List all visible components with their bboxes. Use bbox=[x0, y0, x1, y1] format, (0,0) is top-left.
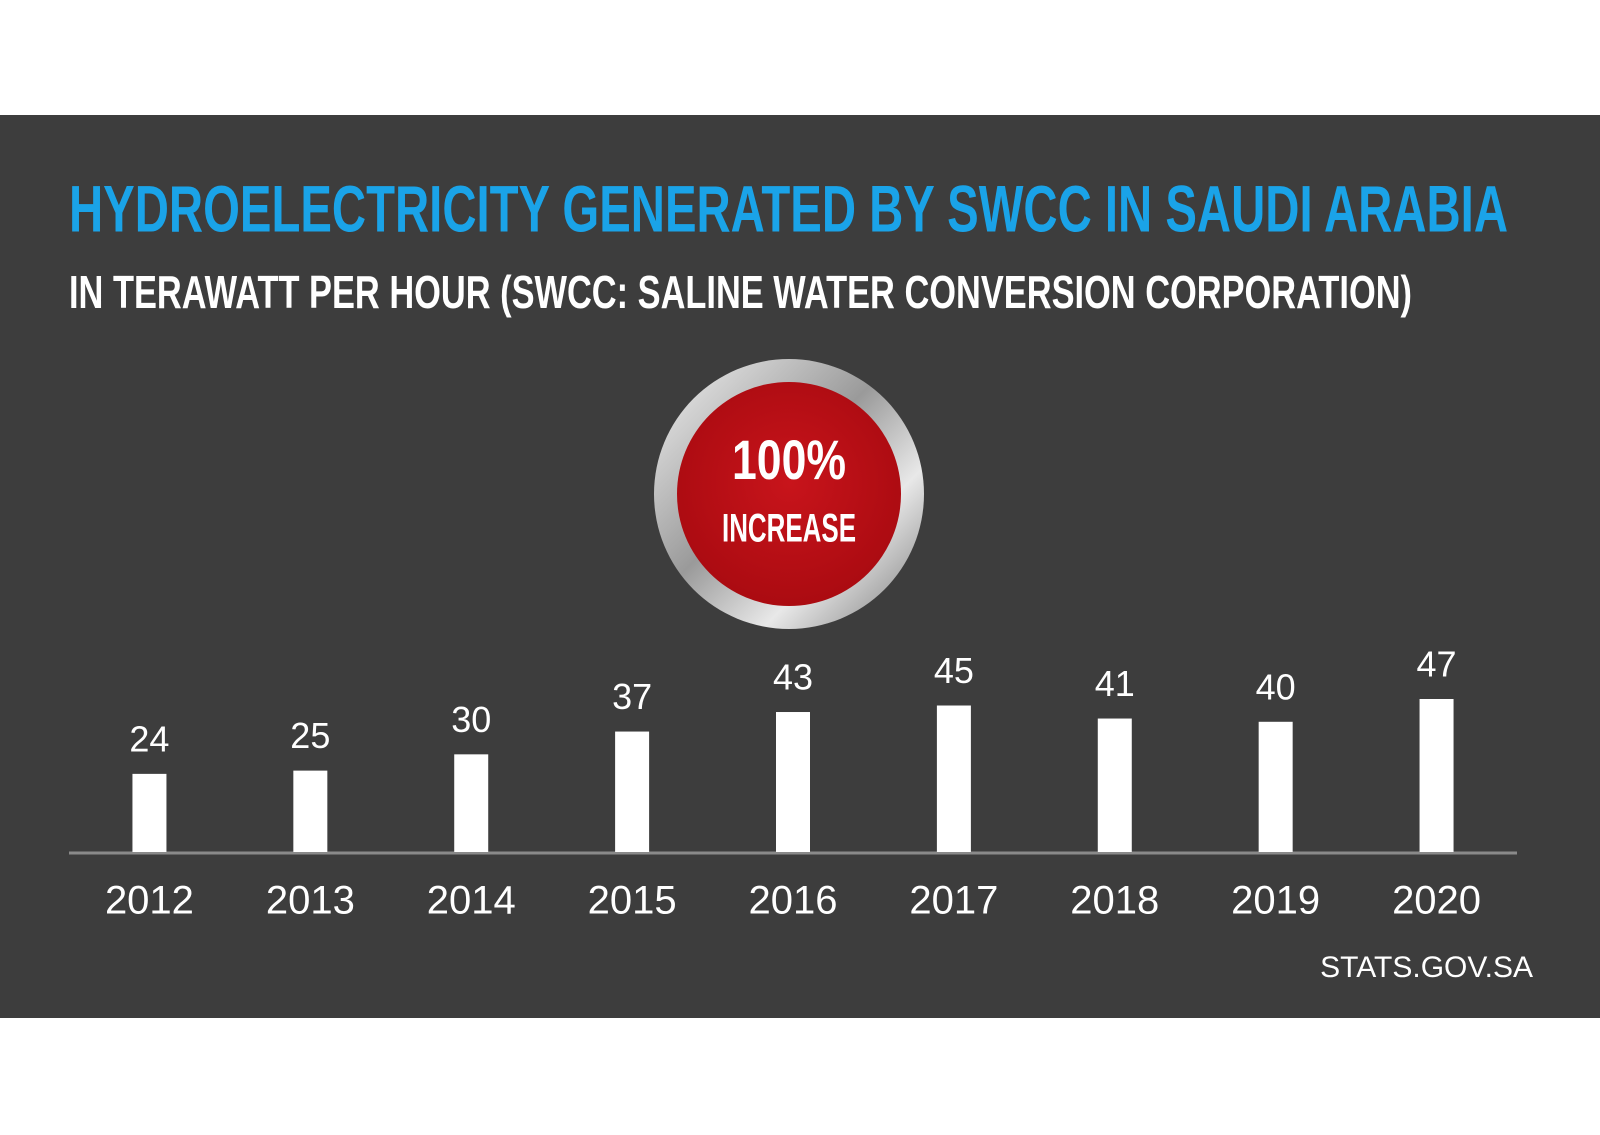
x-tick-label: 2019 bbox=[1231, 879, 1320, 923]
value-label: 40 bbox=[1256, 666, 1296, 707]
x-tick-label: 2012 bbox=[105, 879, 194, 923]
value-label: 47 bbox=[1417, 644, 1457, 685]
x-tick-label: 2014 bbox=[427, 879, 516, 923]
bar bbox=[132, 773, 167, 852]
bar bbox=[1097, 718, 1132, 852]
value-label: 25 bbox=[290, 715, 330, 756]
x-tick-label: 2016 bbox=[749, 879, 838, 923]
x-tick-label: 2015 bbox=[588, 879, 677, 923]
x-tick-label: 2017 bbox=[909, 879, 998, 923]
value-label: 30 bbox=[451, 699, 491, 740]
bar bbox=[776, 712, 810, 852]
bar bbox=[936, 705, 971, 852]
value-label: 43 bbox=[773, 657, 813, 698]
x-tick-label: 2013 bbox=[266, 879, 355, 923]
bar bbox=[1419, 699, 1454, 852]
badge: 100% INCREASE bbox=[654, 359, 924, 629]
value-label: 41 bbox=[1095, 663, 1135, 704]
chart-subtitle: IN TERAWATT PER HOUR (SWCC: SALINE WATER… bbox=[69, 266, 1412, 318]
chart-title: HYDROELECTRICITY GENERATED BY SWCC IN SA… bbox=[69, 171, 1508, 245]
x-tick-label: 2020 bbox=[1392, 879, 1481, 923]
value-label: 24 bbox=[129, 718, 169, 759]
bar bbox=[293, 770, 328, 852]
bar bbox=[454, 754, 489, 852]
bar bbox=[615, 731, 650, 852]
source: STATS.GOV.SA bbox=[1320, 951, 1533, 984]
badge-value: 100% bbox=[732, 428, 846, 491]
bar bbox=[1258, 721, 1293, 852]
value-label: 37 bbox=[612, 676, 652, 717]
value-label: 45 bbox=[934, 650, 974, 691]
x-tick-label: 2018 bbox=[1070, 879, 1159, 923]
badge-center bbox=[677, 382, 901, 606]
badge-label: INCREASE bbox=[722, 507, 856, 551]
